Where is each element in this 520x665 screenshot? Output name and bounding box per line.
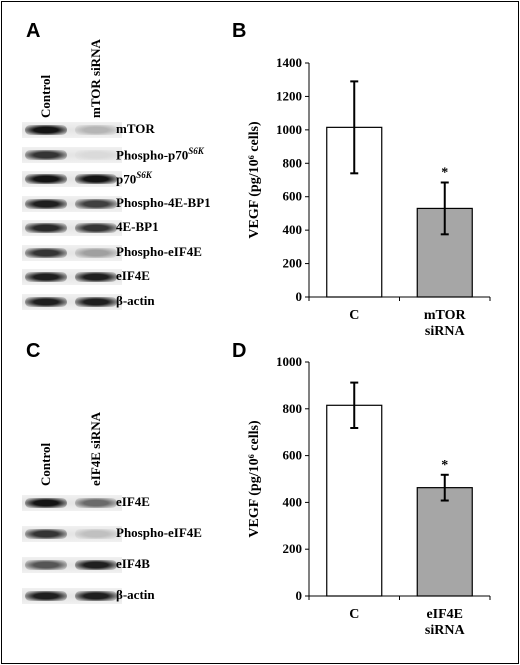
blot-label-text: p70: [116, 171, 137, 187]
blot-label-text: Phospho-eIF4E: [116, 525, 202, 540]
y-tick-label: 1200: [276, 88, 302, 103]
y-tick-label: 200: [283, 256, 303, 271]
y-axis-label: VEGF (pg/10⁶ cells): [247, 121, 262, 239]
panel-letter-d: D: [232, 340, 247, 362]
blot-band: [25, 125, 67, 135]
blot-band: [75, 198, 117, 209]
x-category-label: eIF4E: [426, 607, 463, 622]
x-category-label: mTOR: [424, 308, 467, 323]
blot-label: Phospho-4E-BP1: [116, 195, 211, 211]
y-tick-label: 600: [283, 448, 303, 463]
significance-marker: *: [441, 166, 448, 181]
blot-band: [25, 247, 67, 258]
blot-band: [75, 529, 117, 539]
y-tick-label: 400: [283, 222, 303, 237]
blot-label-text: Phospho-p70: [116, 146, 189, 162]
blot-label: 4E-BP1: [116, 219, 159, 235]
blot-label-superscript: S6K: [188, 145, 204, 156]
blot-row: [22, 244, 122, 261]
blot-band: [25, 198, 67, 209]
blot-band: [25, 174, 67, 184]
blot-label-text: 4E-BP1: [116, 219, 159, 234]
blot-label-text: eIF4E: [116, 268, 150, 283]
blot-label-text: Phospho-4E-BP1: [116, 194, 211, 210]
panel-letter-a: A: [26, 20, 41, 42]
blot-band: [25, 223, 67, 233]
blot-band: [25, 498, 67, 508]
y-tick-label: 0: [296, 588, 303, 603]
y-tick-label: 600: [283, 189, 303, 204]
blot-label-text: Phospho-eIF4E: [116, 243, 202, 259]
y-axis-label: VEGF (pg/10⁶ cells): [247, 420, 262, 538]
blot-band: [25, 591, 67, 601]
blot-band: [75, 149, 117, 160]
blot-label: p70S6K: [116, 170, 152, 187]
blot-row: [22, 557, 122, 573]
blot-label-text: β-actin: [116, 587, 155, 602]
panel-letter-b: B: [232, 20, 247, 42]
bar: [416, 487, 473, 597]
blot-label: eIF4E: [116, 494, 150, 510]
blot-label: mTOR: [116, 121, 155, 137]
blot-row: [22, 526, 122, 542]
y-tick-label: 1000: [276, 122, 302, 137]
blot-row: [22, 269, 122, 285]
blot-band: [25, 296, 67, 307]
blot-label-superscript: S6K: [136, 170, 152, 180]
blot-label: Phospho-eIF4E: [116, 525, 202, 541]
blot-label-text: mTOR: [116, 121, 155, 136]
x-category-label: siRNA: [425, 623, 466, 638]
blot-band: [75, 498, 117, 508]
y-tick-label: 400: [283, 494, 303, 509]
blot-band: [75, 296, 117, 307]
x-category-label: C: [349, 308, 359, 323]
blot-band: [25, 560, 67, 570]
blot-row: [22, 122, 122, 138]
blot-label: β-actin: [116, 587, 155, 603]
blot-band: [75, 272, 117, 282]
y-tick-label: 200: [283, 541, 303, 556]
blot-band: [25, 272, 67, 282]
blot-row: [22, 293, 122, 310]
y-tick-label: 0: [296, 289, 303, 304]
blot-row: [22, 220, 122, 236]
blot-band: [75, 174, 117, 184]
blot-row: [22, 146, 122, 163]
blot-label: eIF4E: [116, 268, 150, 284]
blot-band: [25, 529, 67, 539]
blot-label-text: eIF4B: [116, 556, 150, 571]
blot-label: Phospho-p70S6K: [116, 146, 204, 163]
bar: [326, 126, 383, 298]
y-tick-label: 1000: [276, 354, 302, 369]
blot-band: [75, 223, 117, 233]
blot-row: [22, 495, 122, 511]
blot-row: [22, 588, 122, 604]
y-tick-label: 1400: [276, 55, 302, 70]
x-category-label: siRNA: [425, 324, 466, 339]
blot-label: eIF4B: [116, 556, 150, 572]
blot-row: [22, 171, 122, 187]
blot-label-text: eIF4E: [116, 494, 150, 509]
blot-band: [75, 125, 117, 135]
panel-letter-c: C: [26, 340, 41, 362]
blot-band: [25, 149, 67, 160]
blot-band: [75, 591, 117, 601]
blot-row: [22, 195, 122, 212]
blot-label: β-actin: [116, 293, 155, 309]
blot-band: [75, 560, 117, 570]
blot-label-text: β-actin: [116, 292, 155, 308]
significance-marker: *: [441, 458, 448, 473]
blot-label: Phospho-eIF4E: [116, 244, 202, 260]
y-tick-label: 800: [283, 401, 303, 416]
blot-band: [75, 247, 117, 258]
x-category-label: C: [349, 607, 359, 622]
bar: [326, 404, 383, 597]
y-tick-label: 800: [283, 155, 303, 170]
